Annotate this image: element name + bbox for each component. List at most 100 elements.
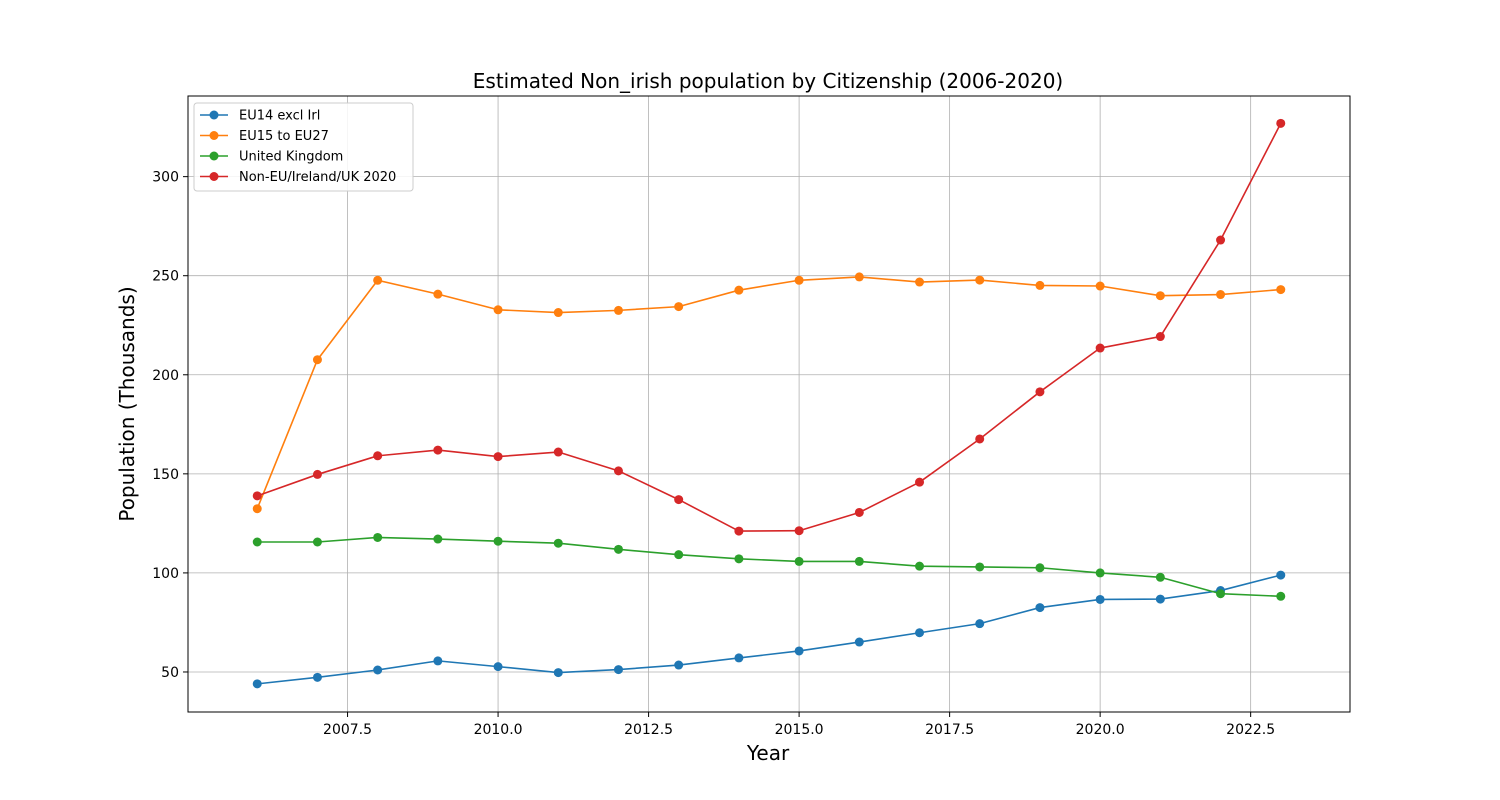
- data-point: [1155, 291, 1165, 301]
- data-point: [1276, 285, 1286, 295]
- x-tick-label: 2007.5: [323, 722, 372, 738]
- data-point: [975, 619, 985, 629]
- data-point: [915, 277, 925, 287]
- data-point: [493, 536, 503, 546]
- data-point: [1095, 594, 1105, 604]
- data-point: [613, 305, 623, 315]
- data-point: [854, 507, 864, 517]
- data-point: [553, 538, 563, 548]
- data-point: [674, 302, 684, 312]
- data-point: [1276, 591, 1286, 601]
- data-point: [674, 660, 684, 670]
- data-point: [674, 550, 684, 560]
- data-point: [1216, 290, 1226, 300]
- legend: EU14 excl Irl EU15 to EU27 United Kingdom N…: [193, 102, 414, 192]
- series-0: [252, 570, 1286, 689]
- legend-label: United Kingdom: [239, 150, 343, 165]
- grid: [188, 96, 1350, 712]
- data-point: [312, 672, 322, 682]
- data-point: [975, 434, 985, 444]
- data-point: [433, 289, 443, 299]
- data-point: [312, 537, 322, 547]
- legend-item: United Kingdom: [200, 150, 343, 165]
- data-point: [553, 308, 563, 318]
- series-line: [256, 122, 1282, 532]
- data-point: [854, 556, 864, 566]
- y-tick-label: 150: [152, 467, 179, 483]
- legend-marker: [209, 131, 219, 140]
- data-point: [252, 679, 262, 689]
- data-point: [493, 452, 503, 462]
- data-point: [854, 272, 864, 282]
- data-point: [854, 637, 864, 647]
- axis-ticks: 2007.5 2010.0 2012.5 2015.0 2017.5 2020.0 2022…: [152, 170, 1275, 738]
- data-point: [252, 491, 262, 501]
- data-point: [1155, 332, 1165, 342]
- data-point: [1035, 387, 1045, 397]
- data-point: [553, 447, 563, 457]
- data-point: [613, 544, 623, 554]
- x-axis-label: Year: [746, 741, 790, 765]
- data-point: [734, 554, 744, 564]
- y-tick-label: 100: [152, 566, 179, 582]
- data-point: [1095, 568, 1105, 578]
- legend-label: EU15 to EU27: [239, 129, 329, 144]
- series-1: [252, 272, 1286, 514]
- y-axis-label: Population (Thousands): [115, 286, 139, 521]
- data-point: [613, 466, 623, 476]
- data-point: [794, 556, 804, 566]
- data-point: [613, 665, 623, 675]
- data-point: [553, 668, 563, 678]
- plot-area-frame: [187, 95, 1351, 713]
- legend-marker: [209, 110, 219, 120]
- series-line: [257, 574, 1281, 685]
- data-point: [975, 275, 985, 285]
- data-point: [312, 469, 322, 479]
- data-point: [252, 504, 262, 514]
- x-tick-label: 2020.0: [1076, 722, 1125, 738]
- x-tick-label: 2015.0: [775, 722, 824, 738]
- data-point: [1155, 594, 1165, 604]
- data-point: [1216, 235, 1226, 245]
- data-point: [1216, 589, 1226, 599]
- data-point: [433, 534, 443, 544]
- y-tick-label: 300: [152, 170, 179, 186]
- data-point: [915, 477, 925, 487]
- legend-item: EU14 excl Irl: [200, 109, 320, 124]
- data-point: [734, 285, 744, 295]
- data-point: [794, 526, 804, 536]
- data-point: [1095, 281, 1105, 291]
- data-point: [915, 561, 925, 571]
- y-tick-label: 200: [152, 368, 179, 384]
- x-tick-label: 2010.0: [474, 722, 523, 738]
- x-tick-label: 2017.5: [925, 722, 974, 738]
- data-point: [312, 355, 322, 365]
- data-point: [433, 445, 443, 455]
- data-point: [433, 656, 443, 666]
- data-point: [915, 628, 925, 638]
- legend-label: EU14 excl Irl: [239, 109, 320, 124]
- legend-marker: [209, 172, 219, 181]
- x-tick-label: 2012.5: [624, 722, 673, 738]
- data-point: [373, 451, 383, 461]
- data-point: [373, 275, 383, 285]
- data-point: [1276, 118, 1286, 128]
- x-tick-label: 2022.5: [1226, 722, 1275, 738]
- series-layer: [252, 118, 1286, 689]
- data-point: [1035, 563, 1045, 573]
- data-point: [975, 562, 985, 572]
- data-point: [794, 646, 804, 656]
- series-3: [252, 118, 1286, 536]
- data-point: [252, 537, 262, 547]
- data-point: [493, 662, 503, 672]
- y-tick-label: 250: [152, 269, 179, 285]
- series-2: [252, 532, 1286, 601]
- y-tick-label: 50: [161, 665, 179, 681]
- data-point: [674, 495, 684, 505]
- legend-marker: [209, 151, 219, 161]
- data-point: [734, 653, 744, 663]
- data-point: [373, 665, 383, 675]
- series-line: [256, 276, 1281, 510]
- series-line: [257, 536, 1281, 598]
